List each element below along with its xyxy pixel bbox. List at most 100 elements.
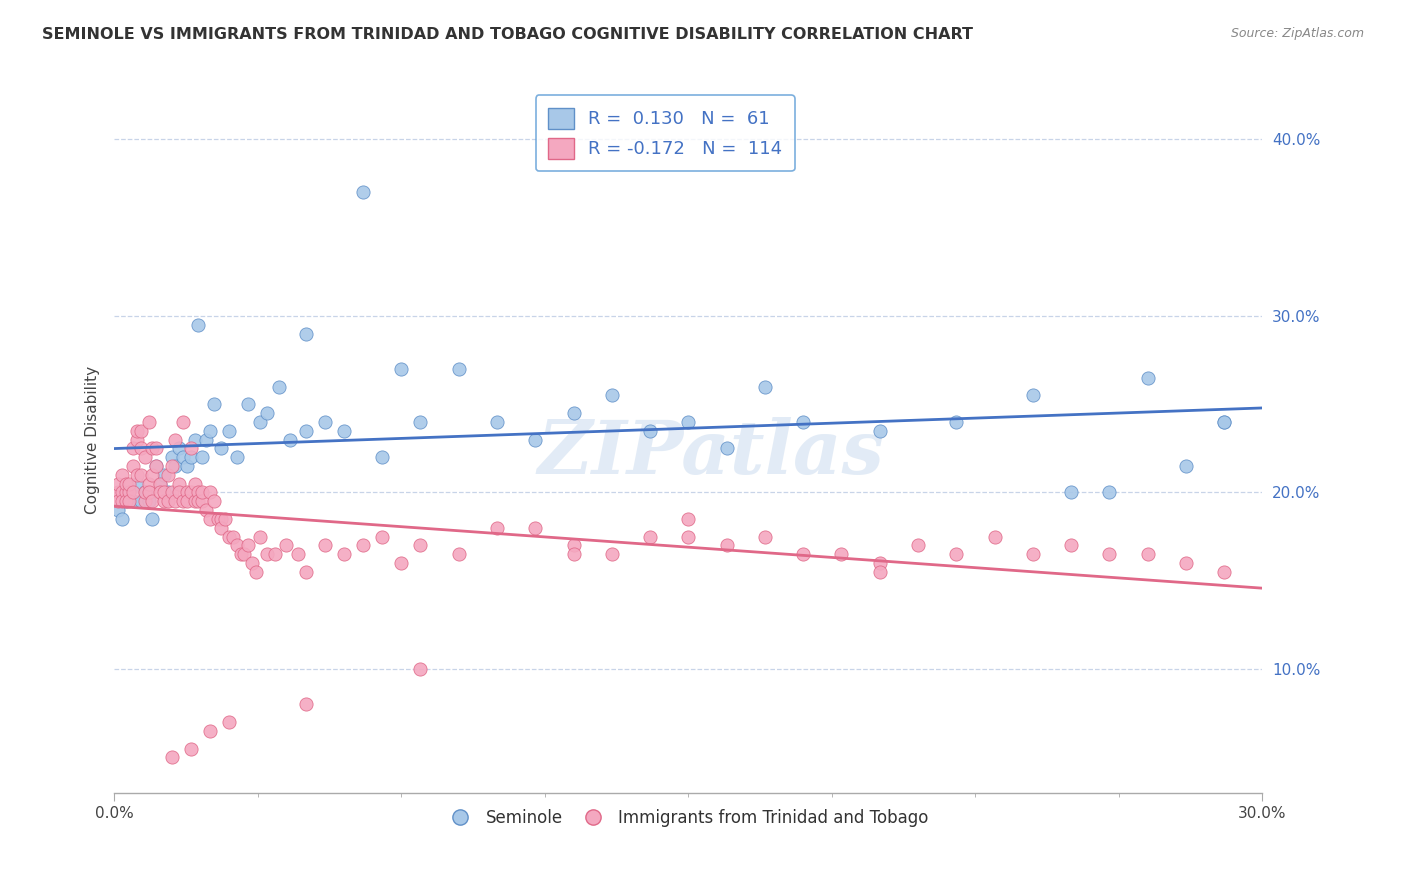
Point bbox=[314, 538, 336, 552]
Point bbox=[716, 538, 738, 552]
Point bbox=[153, 494, 176, 508]
Point bbox=[134, 485, 156, 500]
Point bbox=[1213, 415, 1236, 429]
Point bbox=[145, 458, 167, 473]
Point bbox=[240, 556, 263, 570]
Point bbox=[118, 476, 141, 491]
Point bbox=[218, 530, 240, 544]
Point bbox=[127, 467, 149, 482]
Point bbox=[153, 485, 176, 500]
Point bbox=[278, 433, 301, 447]
Point bbox=[122, 458, 145, 473]
Point bbox=[176, 458, 198, 473]
Point bbox=[114, 476, 136, 491]
Point bbox=[638, 424, 661, 438]
Point bbox=[225, 538, 247, 552]
Point bbox=[127, 424, 149, 438]
Point bbox=[562, 538, 585, 552]
Point bbox=[138, 415, 160, 429]
Point bbox=[111, 467, 134, 482]
Point bbox=[409, 662, 432, 676]
Point bbox=[129, 494, 152, 508]
Text: Source: ZipAtlas.com: Source: ZipAtlas.com bbox=[1230, 27, 1364, 40]
Point bbox=[141, 512, 163, 526]
Point bbox=[114, 494, 136, 508]
Point bbox=[191, 494, 214, 508]
Point bbox=[160, 750, 183, 764]
Point bbox=[314, 415, 336, 429]
Point bbox=[111, 485, 134, 500]
Point bbox=[276, 538, 298, 552]
Point bbox=[107, 485, 129, 500]
Point bbox=[983, 530, 1005, 544]
Point bbox=[1136, 547, 1159, 561]
Point bbox=[145, 458, 167, 473]
Point bbox=[1174, 458, 1197, 473]
Point bbox=[156, 467, 179, 482]
Point bbox=[1022, 388, 1045, 402]
Point bbox=[165, 458, 187, 473]
Point bbox=[869, 424, 891, 438]
Point bbox=[294, 565, 316, 579]
Point bbox=[524, 521, 547, 535]
Point bbox=[145, 442, 167, 456]
Point bbox=[183, 494, 205, 508]
Point bbox=[294, 698, 316, 712]
Point bbox=[127, 476, 149, 491]
Point bbox=[245, 565, 267, 579]
Point bbox=[165, 494, 187, 508]
Point bbox=[333, 547, 356, 561]
Point bbox=[287, 547, 309, 561]
Point bbox=[198, 485, 221, 500]
Point bbox=[180, 485, 202, 500]
Point bbox=[134, 494, 156, 508]
Point bbox=[249, 415, 271, 429]
Point bbox=[333, 424, 356, 438]
Point bbox=[678, 415, 700, 429]
Point bbox=[229, 547, 252, 561]
Y-axis label: Cognitive Disability: Cognitive Disability bbox=[86, 366, 100, 514]
Point bbox=[294, 424, 316, 438]
Point bbox=[111, 512, 134, 526]
Point bbox=[1098, 485, 1121, 500]
Point bbox=[118, 485, 141, 500]
Point bbox=[198, 512, 221, 526]
Point bbox=[562, 547, 585, 561]
Point bbox=[160, 450, 183, 465]
Point bbox=[198, 424, 221, 438]
Point bbox=[1213, 565, 1236, 579]
Point bbox=[180, 741, 202, 756]
Point bbox=[214, 512, 236, 526]
Point bbox=[447, 362, 470, 376]
Point bbox=[389, 362, 412, 376]
Point bbox=[236, 538, 259, 552]
Point bbox=[153, 467, 176, 482]
Point bbox=[129, 467, 152, 482]
Point bbox=[754, 530, 776, 544]
Point bbox=[830, 547, 852, 561]
Point bbox=[447, 547, 470, 561]
Point bbox=[176, 485, 198, 500]
Point bbox=[600, 547, 623, 561]
Point bbox=[111, 494, 134, 508]
Point bbox=[202, 397, 225, 411]
Point bbox=[524, 433, 547, 447]
Point bbox=[222, 530, 245, 544]
Point bbox=[869, 556, 891, 570]
Point bbox=[107, 494, 129, 508]
Point bbox=[209, 512, 232, 526]
Point bbox=[195, 503, 218, 517]
Point bbox=[236, 397, 259, 411]
Point bbox=[118, 494, 141, 508]
Point bbox=[945, 547, 967, 561]
Point bbox=[562, 406, 585, 420]
Point bbox=[225, 450, 247, 465]
Point bbox=[1060, 538, 1083, 552]
Point bbox=[202, 494, 225, 508]
Point bbox=[678, 530, 700, 544]
Point bbox=[264, 547, 287, 561]
Point bbox=[678, 512, 700, 526]
Point bbox=[187, 494, 209, 508]
Point bbox=[233, 547, 256, 561]
Point bbox=[907, 538, 929, 552]
